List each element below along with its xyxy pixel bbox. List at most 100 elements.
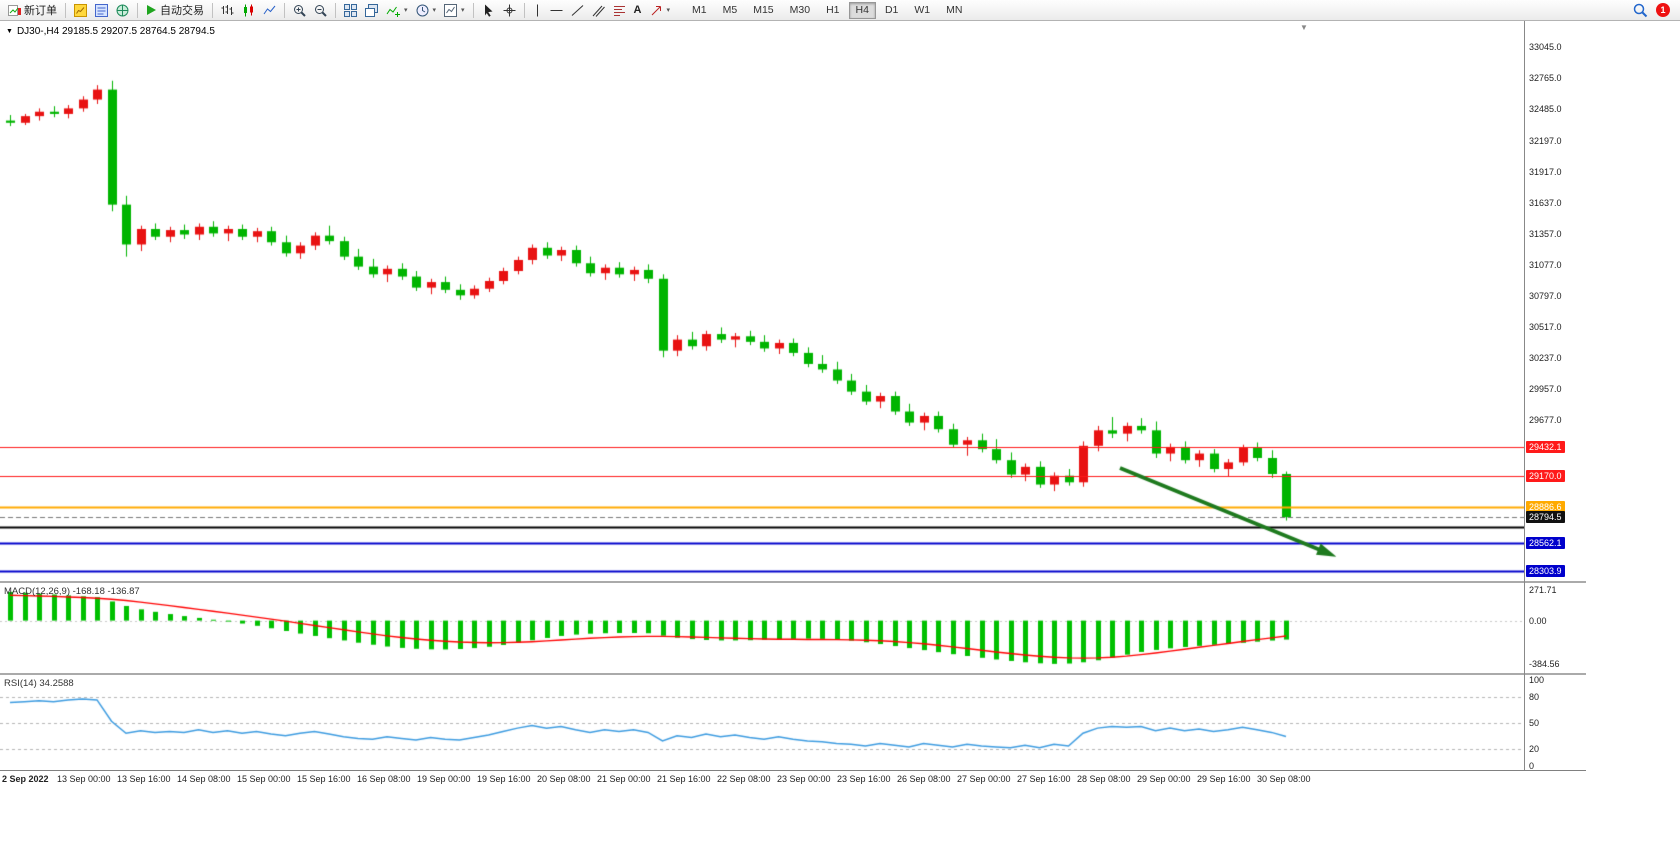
indicators-button[interactable]: ▾ xyxy=(382,1,412,20)
timeframe-d1-button[interactable]: D1 xyxy=(884,4,899,16)
arrows-tool-button[interactable]: ▾ xyxy=(646,1,675,20)
trendline-icon xyxy=(571,4,584,17)
channel-icon xyxy=(592,4,605,17)
horizontal-line-button[interactable] xyxy=(546,1,567,20)
toolbar-separator xyxy=(472,2,474,18)
price-tag: 28303.9 xyxy=(1526,565,1565,578)
toolbar-separator xyxy=(137,2,138,18)
zoom-in-icon xyxy=(293,4,306,17)
data-window-button[interactable] xyxy=(91,1,112,20)
fibonacci-icon xyxy=(613,4,626,17)
rsi-canvas[interactable] xyxy=(0,676,1524,770)
new-order-button[interactable]: 新订单 xyxy=(4,1,61,20)
autotrading-label: 自动交易 xyxy=(160,5,204,17)
chevron-down-icon: ▾ xyxy=(404,7,408,14)
price-scale-label: 33045.0 xyxy=(1529,42,1562,52)
time-axis-label: 19 Sep 00:00 xyxy=(417,774,471,784)
chevron-down-icon: ▾ xyxy=(432,7,437,14)
text-tool-button[interactable]: A xyxy=(630,1,646,20)
time-axis-label: 15 Sep 00:00 xyxy=(237,774,291,784)
indicator-scale-label: 0.00 xyxy=(1529,615,1547,626)
indicator-scale-label: 80 xyxy=(1529,692,1540,703)
price-scale-label: 32197.0 xyxy=(1529,135,1562,146)
new-order-icon xyxy=(8,4,21,17)
rsi-label: RSI(14) 34.2588 xyxy=(4,678,74,689)
navigator-icon xyxy=(116,4,129,17)
time-axis-border xyxy=(0,770,1586,771)
text-tool-label: A xyxy=(633,4,642,16)
price-scale-label: 31357.0 xyxy=(1529,228,1562,239)
time-axis-label: 27 Sep 00:00 xyxy=(957,774,1011,784)
price-tag: 29432.1 xyxy=(1526,440,1565,453)
search-button[interactable] xyxy=(1629,1,1652,20)
timeframe-m5-button[interactable]: M5 xyxy=(722,4,738,16)
panel-separator[interactable] xyxy=(0,673,1586,675)
main-toolbar: 新订单 自动交易 ▾ ▾ ▾ xyxy=(0,0,1680,21)
notification-badge[interactable]: 1 xyxy=(1656,3,1670,17)
timeframe-w1-button[interactable]: W1 xyxy=(914,4,931,16)
line-chart-icon xyxy=(263,4,276,17)
channel-button[interactable] xyxy=(588,1,609,20)
panel-separator[interactable] xyxy=(0,581,1586,583)
price-scale-label: 30797.0 xyxy=(1529,290,1562,301)
crosshair-button[interactable] xyxy=(499,1,520,20)
market-watch-icon xyxy=(74,3,87,17)
cascade-windows-button[interactable] xyxy=(361,1,382,20)
zoom-out-button[interactable] xyxy=(310,1,331,20)
macd-label: MACD(12,26,9) -168.18 -136.87 xyxy=(4,586,140,597)
time-axis-label: 30 Sep 08:00 xyxy=(1257,774,1311,784)
symbol-info-bar: ▼ DJ30-,H4 29185.5 29207.5 28764.5 28794… xyxy=(6,26,215,37)
chart-menu-icon[interactable]: ▼ xyxy=(6,28,13,35)
price-tag: 28562.1 xyxy=(1526,536,1565,549)
price-scale-label: 31917.0 xyxy=(1529,166,1562,177)
time-axis-label: 19 Sep 16:00 xyxy=(477,774,531,784)
timeframe-mn-button[interactable]: MN xyxy=(946,4,963,16)
fibonacci-button[interactable] xyxy=(609,1,630,20)
data-window-icon xyxy=(95,3,108,17)
time-axis-label: 16 Sep 08:00 xyxy=(357,774,411,784)
time-axis-label: 2 Sep 2022 xyxy=(2,774,49,784)
time-axis-label: 13 Sep 00:00 xyxy=(57,774,111,784)
price-scale-label: 31077.0 xyxy=(1529,259,1562,270)
time-axis-label: 15 Sep 16:00 xyxy=(297,774,351,784)
market-watch-button[interactable] xyxy=(70,1,91,20)
zoom-in-button[interactable] xyxy=(289,1,310,20)
timeframe-m30-button[interactable]: M30 xyxy=(789,4,811,16)
macd-canvas[interactable] xyxy=(0,584,1524,673)
price-scale-label: 32765.0 xyxy=(1529,72,1562,83)
tile-windows-icon xyxy=(344,3,357,17)
toolbar-separator xyxy=(335,2,336,18)
vertical-line-button[interactable] xyxy=(529,1,546,20)
zoom-out-icon xyxy=(314,4,327,17)
chart-shift-marker[interactable]: ▼ xyxy=(1300,23,1308,32)
toolbar-separator xyxy=(284,2,285,18)
toolbar-separator xyxy=(523,2,525,18)
line-chart-button[interactable] xyxy=(259,1,280,20)
autotrading-button[interactable]: 自动交易 xyxy=(142,1,208,20)
trendline-button[interactable] xyxy=(567,1,588,20)
timeframe-m1-button[interactable]: M1 xyxy=(692,4,707,16)
candlestick-chart-icon xyxy=(242,4,255,17)
time-axis-label: 22 Sep 08:00 xyxy=(717,774,771,784)
candlestick-chart-button[interactable] xyxy=(238,1,259,20)
vertical-line-icon xyxy=(533,4,542,17)
bar-chart-button[interactable] xyxy=(217,1,238,20)
horizontal-line-icon xyxy=(550,4,563,17)
play-icon xyxy=(146,4,157,16)
time-axis-label: 21 Sep 00:00 xyxy=(597,774,651,784)
timeframe-h4-button[interactable]: H4 xyxy=(848,1,876,19)
crosshair-icon xyxy=(503,4,516,17)
tile-windows-button[interactable] xyxy=(340,1,361,20)
indicator-scale-label: 50 xyxy=(1529,718,1540,728)
chevron-down-icon: ▾ xyxy=(461,7,465,14)
template-icon xyxy=(444,3,458,17)
price-tag: 28794.5 xyxy=(1526,511,1565,524)
navigator-button[interactable] xyxy=(112,1,133,20)
timeframe-m15-button[interactable]: M15 xyxy=(753,4,774,16)
price-scale-label: 30237.0 xyxy=(1529,352,1562,363)
templates-button[interactable]: ▾ xyxy=(440,1,469,20)
periods-button[interactable]: ▾ xyxy=(412,1,441,20)
main-chart-canvas[interactable] xyxy=(0,22,1524,581)
timeframe-h1-button[interactable]: H1 xyxy=(826,4,840,16)
cursor-button[interactable] xyxy=(478,1,499,20)
